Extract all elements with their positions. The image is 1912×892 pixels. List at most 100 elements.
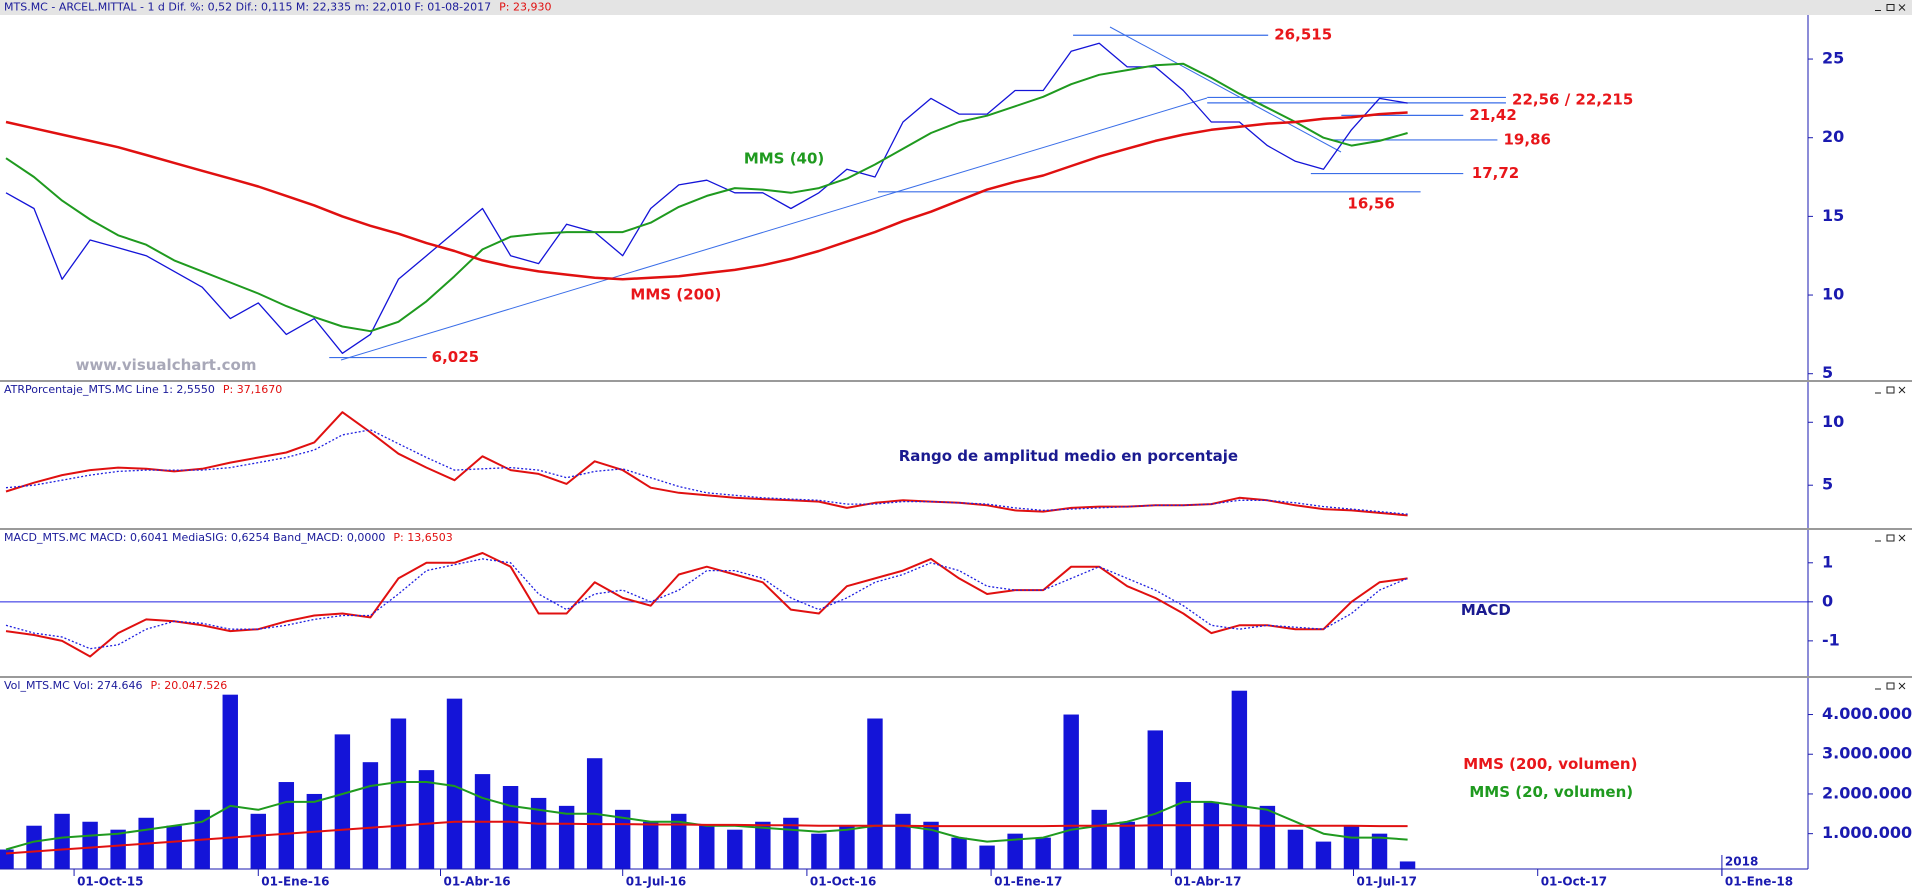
window-button xyxy=(1898,534,1906,542)
level-label: 6,025 xyxy=(432,348,479,366)
volume-bar xyxy=(1371,833,1388,869)
volume-bar xyxy=(923,821,939,869)
volume-bar xyxy=(1147,730,1163,869)
volume-bar xyxy=(867,718,883,869)
volume-bar xyxy=(530,797,547,869)
volume-bar xyxy=(502,786,519,869)
series-line xyxy=(5,62,1408,333)
trend-line xyxy=(1109,26,1342,153)
series-line xyxy=(5,820,1408,855)
x-tick-label: 01-Jul-16 xyxy=(626,875,686,889)
volume-bar xyxy=(166,825,182,869)
volume-bar xyxy=(1315,841,1332,869)
trend-line xyxy=(340,97,1208,361)
y-tick-label: 20 xyxy=(1822,127,1844,146)
window-button xyxy=(1898,4,1906,11)
level-label: 21,42 xyxy=(1469,106,1516,124)
volume-bar xyxy=(1231,690,1248,869)
level-label: 19,86 xyxy=(1504,130,1551,148)
volume-bar xyxy=(1119,821,1135,869)
volume-bar xyxy=(0,849,14,869)
annotation: MACD xyxy=(1461,601,1511,619)
window-button xyxy=(1898,386,1906,394)
x-tick-label: 01-Ene-17 xyxy=(994,875,1062,889)
y-tick-label: 25 xyxy=(1822,49,1844,68)
annotation: MMS (200, volumen) xyxy=(1463,755,1637,773)
header-price: P: 13,6503 xyxy=(393,531,452,544)
volume-bar xyxy=(418,770,435,869)
annotation: MMS (20, volumen) xyxy=(1469,783,1633,801)
volume-bar xyxy=(1203,801,1220,869)
y-tick-label: 1.000.000 xyxy=(1822,823,1912,842)
watermark: www.visualchart.com xyxy=(76,356,257,374)
annotation: Rango de amplitud medio en porcentaje xyxy=(899,447,1238,465)
x-tick-label: 01-Ene-18 xyxy=(1725,875,1793,889)
y-tick-label: -1 xyxy=(1822,630,1840,649)
year-label: 2018 xyxy=(1725,855,1758,869)
volume-bar xyxy=(811,833,827,869)
window-button xyxy=(1886,4,1895,11)
volume-bar xyxy=(362,762,379,869)
x-tick-label: 01-Oct-15 xyxy=(77,875,143,889)
volume-bar xyxy=(390,718,407,869)
volume-bar xyxy=(26,825,42,869)
x-tick-label: 01-Oct-16 xyxy=(810,875,876,889)
header-text: ATRPorcentaje_MTS.MC Line 1: 2,5550 xyxy=(4,383,215,396)
window-button xyxy=(1886,682,1895,690)
volume-bar xyxy=(1035,837,1051,869)
volume-bar xyxy=(558,805,575,869)
level-label: 26,515 xyxy=(1274,26,1332,44)
volume-bar xyxy=(755,821,771,869)
panel-header: MACD_MTS.MC MACD: 0,6041 MediaSIG: 0,625… xyxy=(4,531,453,544)
x-tick-label: 01-Oct-17 xyxy=(1541,875,1607,889)
x-tick-label: 01-Jul-17 xyxy=(1356,875,1416,889)
panel xyxy=(0,552,1808,658)
panel xyxy=(0,690,1416,869)
volume-bar xyxy=(1063,714,1079,869)
header-text: MACD_MTS.MC MACD: 0,6041 MediaSIG: 0,625… xyxy=(4,531,385,544)
volume-bar xyxy=(727,829,743,869)
volume-bar xyxy=(1259,805,1276,869)
y-tick-label: 2.000.000 xyxy=(1822,783,1912,802)
window-button xyxy=(1886,386,1895,394)
header-price: P: 20.047.526 xyxy=(150,679,227,692)
series-line xyxy=(5,558,1408,650)
series-line xyxy=(5,42,1408,354)
series-line xyxy=(5,552,1408,658)
volume-bar xyxy=(839,825,855,869)
header-bar xyxy=(0,0,1912,15)
header-price: P: 23,930 xyxy=(499,1,551,14)
y-tick-label: 4.000.000 xyxy=(1822,704,1912,723)
header-price: P: 37,1670 xyxy=(223,383,282,396)
y-tick-label: 5 xyxy=(1822,475,1833,494)
volume-bar xyxy=(671,813,687,869)
volume-bar xyxy=(895,813,911,869)
series-line xyxy=(5,411,1408,517)
volume-bar xyxy=(446,698,463,869)
window-button xyxy=(1898,682,1906,690)
y-tick-label: 5 xyxy=(1822,363,1833,382)
volume-bar xyxy=(222,694,238,869)
panel-header: MTS.MC - ARCEL.MITTAL - 1 d Dif. %: 0,52… xyxy=(4,1,551,14)
x-tick-label: 01-Ene-16 xyxy=(261,875,329,889)
series-line xyxy=(5,111,1408,281)
series-line xyxy=(5,429,1408,515)
annotation: MMS (40) xyxy=(744,149,824,167)
volume-bar xyxy=(1287,829,1304,869)
y-tick-label: 10 xyxy=(1822,412,1844,431)
volume-bar xyxy=(699,825,715,869)
window-button xyxy=(1886,534,1895,542)
volume-bar xyxy=(951,837,967,869)
y-tick-label: 10 xyxy=(1822,285,1844,304)
volume-bar xyxy=(1007,833,1023,869)
header-text: MTS.MC - ARCEL.MITTAL - 1 d Dif. %: 0,52… xyxy=(4,1,491,14)
x-tick-label: 01-Abr-16 xyxy=(443,875,510,889)
annotation: MMS (200) xyxy=(630,285,721,303)
level-label: 22,56 / 22,215 xyxy=(1512,91,1633,109)
volume-bar xyxy=(334,734,351,869)
y-tick-label: 1 xyxy=(1822,552,1833,571)
header-text: Vol_MTS.MC Vol: 274.646 xyxy=(4,679,142,692)
panel-header: ATRPorcentaje_MTS.MC Line 1: 2,5550 P: 37… xyxy=(4,383,282,396)
volume-bar xyxy=(979,845,995,869)
